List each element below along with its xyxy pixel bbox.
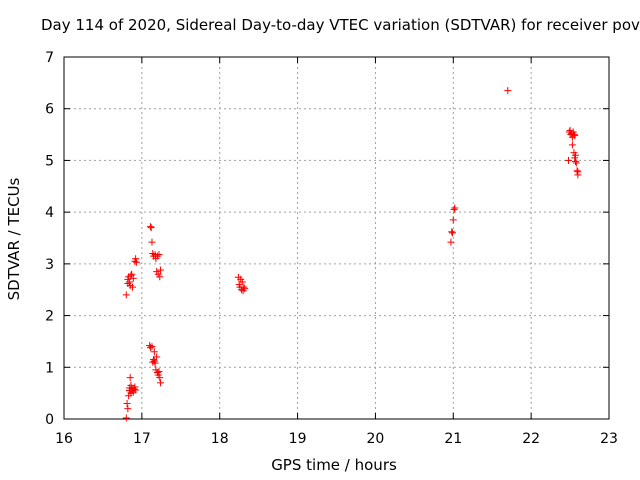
data-point <box>156 374 164 382</box>
x-tick-label: 22 <box>522 431 540 447</box>
x-tick-label: 18 <box>211 431 229 447</box>
data-point <box>504 87 512 95</box>
data-point <box>449 216 457 224</box>
x-tick-label: 17 <box>133 431 151 447</box>
data-point <box>150 348 158 356</box>
x-tick-label: 21 <box>444 431 462 447</box>
data-point <box>153 252 161 260</box>
y-tick-label: 2 <box>45 309 54 325</box>
data-point <box>447 238 455 246</box>
x-tick-label: 19 <box>289 431 307 447</box>
data-point <box>132 258 140 266</box>
data-point <box>122 414 130 422</box>
data-point <box>157 266 165 274</box>
data-point <box>148 343 156 351</box>
data-point <box>129 387 137 395</box>
data-point <box>146 223 154 231</box>
chart-title: Day 114 of 2020, Sidereal Day-to-day VTE… <box>41 16 640 34</box>
data-point <box>572 157 580 165</box>
y-tick-label: 5 <box>45 153 54 169</box>
data-point <box>146 344 154 352</box>
data-point <box>125 278 133 286</box>
data-point <box>566 126 574 134</box>
data-point <box>132 386 140 394</box>
data-point <box>123 399 131 407</box>
data-point <box>572 151 580 159</box>
data-point <box>565 156 573 164</box>
data-point <box>128 270 136 278</box>
data-point <box>132 255 140 263</box>
y-tick-label: 0 <box>45 412 54 428</box>
data-point <box>126 374 134 382</box>
data-point <box>571 132 579 140</box>
data-point <box>451 204 459 212</box>
y-tick-label: 7 <box>45 50 54 66</box>
data-point <box>572 159 580 167</box>
y-tick-label: 6 <box>45 102 54 118</box>
data-point <box>449 229 457 237</box>
data-point <box>450 206 458 214</box>
y-tick-label: 3 <box>45 257 54 273</box>
data-point <box>122 291 130 299</box>
axis-ticks <box>63 56 610 420</box>
data-point <box>156 273 164 281</box>
data-point <box>129 274 137 282</box>
data-point <box>448 228 456 236</box>
data-point <box>568 141 576 149</box>
data-point <box>129 283 137 291</box>
data-point <box>153 353 161 361</box>
data-point <box>124 405 132 413</box>
x-tick-label: 16 <box>55 431 73 447</box>
plot-frame <box>63 56 610 420</box>
data-point <box>241 285 249 293</box>
y-axis-label: SDTVAR / TECUs <box>5 177 23 301</box>
data-points <box>122 87 582 422</box>
data-point <box>148 238 156 246</box>
data-point <box>574 168 582 176</box>
data-point <box>570 131 578 139</box>
y-tick-label: 1 <box>45 360 54 376</box>
x-tick-label: 20 <box>367 431 385 447</box>
data-point <box>131 383 139 391</box>
data-point <box>240 283 248 291</box>
data-point <box>147 224 155 232</box>
data-point <box>238 278 246 286</box>
data-point <box>157 379 165 387</box>
data-point <box>573 167 581 175</box>
data-point <box>151 359 159 367</box>
data-point <box>155 251 163 259</box>
data-point <box>155 367 163 375</box>
x-axis-label: GPS time / hours <box>271 456 397 474</box>
x-tick-label: 23 <box>600 431 618 447</box>
y-tick-label: 4 <box>45 205 54 221</box>
grid-lines <box>64 57 609 419</box>
